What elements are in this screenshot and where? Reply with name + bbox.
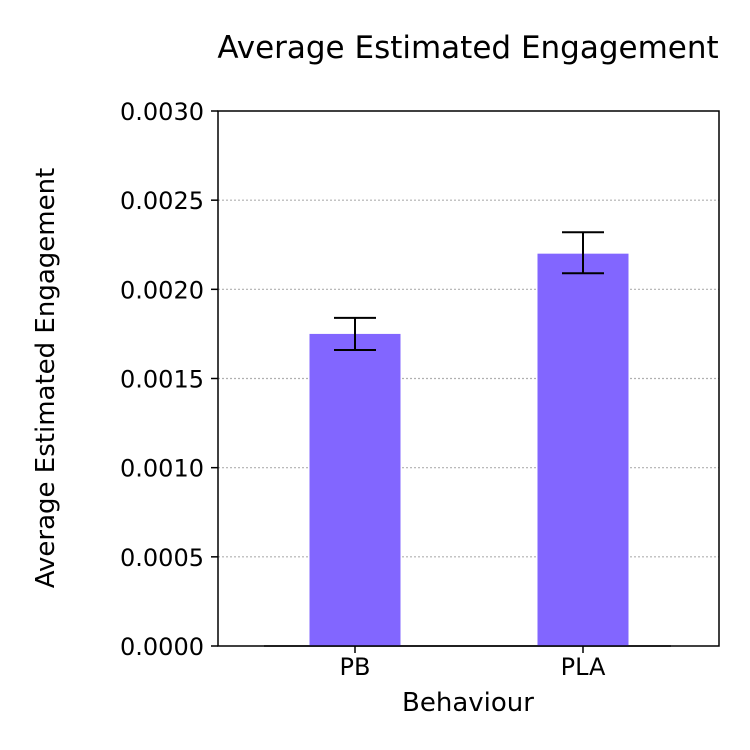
- bars: [264, 253, 671, 647]
- gridlines: [218, 199, 719, 558]
- x-axis-label: Behaviour: [402, 688, 534, 718]
- x-tick-label: PLA: [561, 653, 606, 681]
- y-tick-label: 0.0025: [120, 187, 204, 215]
- bar-pb: [309, 333, 401, 646]
- x-tick-label: PB: [340, 653, 371, 681]
- y-tick-label: 0.0000: [120, 633, 204, 661]
- y-tick-label: 0.0015: [120, 366, 204, 394]
- y-axis-label: Average Estimated Engagement: [31, 168, 61, 588]
- y-tick-label: 0.0005: [120, 544, 204, 572]
- bar-pla: [537, 253, 629, 646]
- chart-title: Average Estimated Engagement: [217, 30, 718, 66]
- error-bars: [334, 231, 604, 351]
- y-tick-label: 0.0030: [120, 98, 204, 126]
- x-axis-ticks: PB PLA: [340, 646, 606, 681]
- y-tick-label: 0.0010: [120, 455, 204, 483]
- y-tick-label: 0.0020: [120, 276, 204, 304]
- y-axis-ticks: 0.0000 0.0005 0.0010 0.0015 0.0020 0.0025 0.00…: [120, 98, 218, 661]
